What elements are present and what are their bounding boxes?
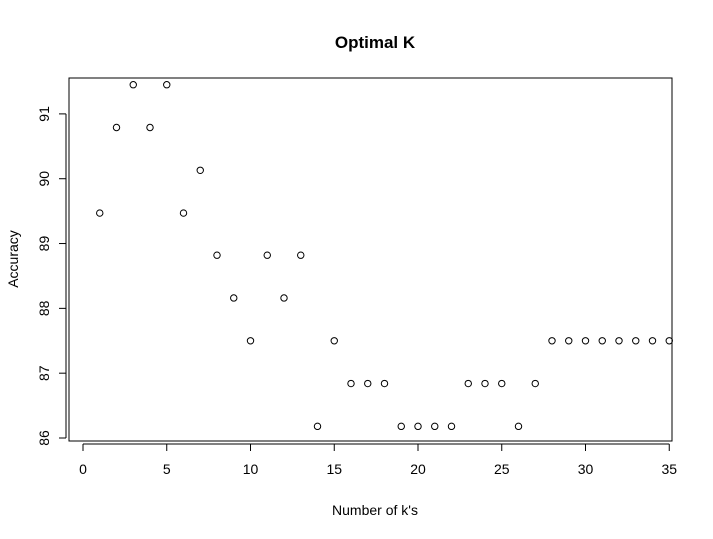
data-point xyxy=(179,209,188,217)
data-point xyxy=(581,337,590,345)
data-point xyxy=(397,422,405,431)
y-axis-label: Accuracy xyxy=(5,230,21,288)
data-point xyxy=(246,337,255,345)
data-point xyxy=(431,422,439,431)
data-point xyxy=(263,251,271,259)
data-point xyxy=(481,379,489,388)
data-point xyxy=(280,294,288,302)
data-point xyxy=(498,379,506,388)
y-tick-label: 89 xyxy=(36,236,52,252)
data-point xyxy=(347,379,355,388)
y-tick-label: 91 xyxy=(36,106,52,122)
x-tick-label: 10 xyxy=(243,461,259,477)
x-axis-label: Number of k's xyxy=(332,502,418,518)
data-point xyxy=(96,209,104,217)
data-point xyxy=(414,422,422,431)
y-tick-label: 86 xyxy=(36,430,52,446)
data-points xyxy=(96,81,673,431)
data-point xyxy=(615,337,623,345)
data-point xyxy=(598,337,606,345)
data-point xyxy=(163,81,171,89)
data-point xyxy=(531,379,539,388)
y-tick-label: 87 xyxy=(36,365,52,381)
data-point xyxy=(565,337,573,345)
data-point xyxy=(514,422,523,431)
data-point xyxy=(313,422,322,431)
x-tick-label: 5 xyxy=(163,461,171,477)
x-tick-label: 20 xyxy=(410,461,426,477)
x-axis: 0 5 10 15 20 25 30 35 xyxy=(79,443,677,477)
data-point xyxy=(129,81,137,89)
x-tick-label: 25 xyxy=(494,461,510,477)
y-tick-label: 90 xyxy=(36,171,52,187)
data-point xyxy=(364,379,372,388)
data-point xyxy=(297,251,305,259)
data-point xyxy=(213,251,221,259)
data-point xyxy=(665,337,673,345)
data-point xyxy=(464,379,472,388)
data-point xyxy=(447,422,456,431)
x-tick-label: 15 xyxy=(326,461,342,477)
y-tick-label: 88 xyxy=(36,300,52,316)
data-point xyxy=(196,166,204,174)
data-point xyxy=(230,294,238,302)
data-point xyxy=(648,337,657,345)
x-tick-label: 30 xyxy=(578,461,594,477)
data-point xyxy=(632,337,640,345)
x-tick-label: 35 xyxy=(661,461,677,477)
data-point xyxy=(112,123,121,132)
data-point xyxy=(380,379,389,388)
data-point xyxy=(330,337,338,345)
x-tick-label: 0 xyxy=(79,461,87,477)
data-point xyxy=(146,123,154,132)
data-point xyxy=(548,337,556,345)
chart-title: Optimal K xyxy=(335,33,416,52)
plot-area-frame xyxy=(68,77,673,442)
y-axis: 86 87 88 89 90 91 xyxy=(36,106,67,446)
